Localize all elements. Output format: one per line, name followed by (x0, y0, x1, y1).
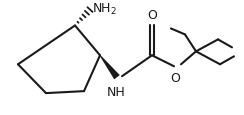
Polygon shape (100, 56, 120, 80)
Text: O: O (170, 72, 180, 85)
Text: NH$_2$: NH$_2$ (92, 2, 117, 17)
Text: NH: NH (107, 85, 125, 98)
Text: O: O (147, 8, 157, 21)
